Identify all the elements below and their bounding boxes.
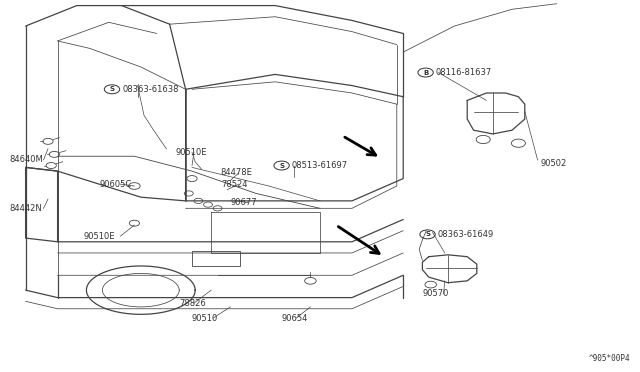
Text: 78826: 78826 [179,299,206,308]
Text: 08363-61638: 08363-61638 [122,85,179,94]
Text: 84640M: 84640M [10,155,44,164]
Text: S: S [109,86,115,92]
Text: 84442N: 84442N [10,204,42,213]
Text: S: S [279,163,284,169]
Text: B: B [423,70,428,76]
Text: 90605C: 90605C [99,180,131,189]
Text: 90510E: 90510E [176,148,207,157]
Text: S: S [425,231,430,237]
Text: 90510E: 90510E [83,232,115,241]
Text: 84478E: 84478E [221,169,253,177]
Text: 08116-81637: 08116-81637 [436,68,492,77]
Text: 90677: 90677 [230,198,257,207]
Text: 90570: 90570 [422,289,449,298]
Text: 08513-61697: 08513-61697 [292,161,348,170]
Text: 90502: 90502 [541,159,567,168]
Bar [192,251,240,266]
Text: 78524: 78524 [221,180,247,189]
Text: 08363-61649: 08363-61649 [438,230,494,239]
Text: 90654: 90654 [282,314,308,323]
Text: ^905*00P4: ^905*00P4 [589,354,630,363]
Text: 90510: 90510 [192,314,218,323]
